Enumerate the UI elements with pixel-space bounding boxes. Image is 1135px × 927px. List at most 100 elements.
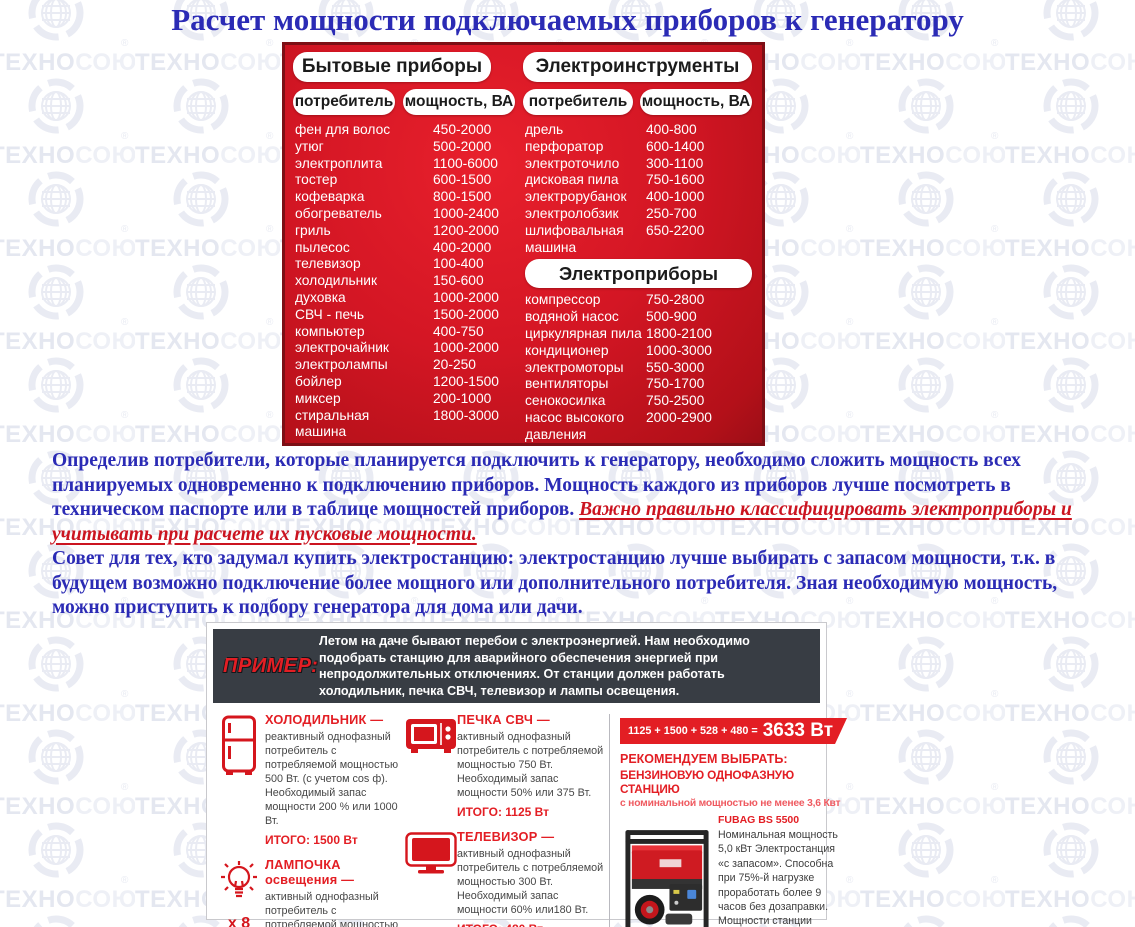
tv-text: ТЕЛЕВИЗОР — активный однофазный потребит… xyxy=(457,829,605,927)
page-title: Расчет мощности подключаемых приборов к … xyxy=(171,2,964,37)
consumer-name: насос высокого давления xyxy=(525,409,624,442)
example-item-tv: ТЕЛЕВИЗОР — активный однофазный потребит… xyxy=(405,829,605,927)
power-table: Бытовые приборы Электроинструменты потре… xyxy=(282,42,765,446)
power-range: 1200-1500 xyxy=(433,373,499,389)
power-range: 1000-3000 xyxy=(646,342,712,358)
table-row: насос высокого давления 2000-2900 xyxy=(525,410,755,444)
item-title: ТЕЛЕВИЗОР — xyxy=(457,829,555,845)
table-row: СВЧ - печь 1500-2000 xyxy=(295,307,527,324)
power-range: 600-1400 xyxy=(646,138,705,154)
item-description: реактивный однофазный потребитель с потр… xyxy=(265,731,399,828)
power-range: 750-1700 xyxy=(646,376,705,392)
table-row: телевизор 100-400 xyxy=(295,256,527,273)
table-row: вентиляторы 750-1700 xyxy=(525,376,755,393)
consumer-name: электрочайник xyxy=(295,340,389,356)
consumer-name: СВЧ - печь xyxy=(295,306,365,322)
example-block: ПРИМЕР: Летом на даче бывают перебои с э… xyxy=(206,622,827,927)
table-row: электроточило 300-1100 xyxy=(525,156,755,173)
table-row: сенокосилка 750-2500 xyxy=(525,393,755,410)
recommendation-line-1: РЕКОМЕНДУЕМ ВЫБРАТЬ: xyxy=(620,752,788,766)
example-intro-text: Летом на даче бывают перебои с электроэн… xyxy=(319,634,750,698)
power-range: 1000-2400 xyxy=(433,205,499,221)
appliances-section-header: Электроприборы xyxy=(525,259,752,289)
item-total: ИТОГО: 480 Вт xyxy=(457,922,605,927)
consumer-name: стиральная машина xyxy=(295,407,370,440)
paragraph-normal-text: Определив потребители, которые планирует… xyxy=(52,450,1021,520)
power-range: 1000-2000 xyxy=(433,289,499,305)
table-row: бойлер 1200-1500 xyxy=(295,374,527,391)
household-consumer-column-header: потребитель xyxy=(293,89,395,115)
power-range: 100-400 xyxy=(433,256,484,272)
consumer-name: циркулярная пила xyxy=(525,325,642,341)
power-range: 400-750 xyxy=(433,323,484,339)
power-range: 750-2500 xyxy=(646,393,705,409)
power-range: 20-250 xyxy=(433,357,476,373)
table-row: обогреватель 1000-2400 xyxy=(295,206,527,223)
item-total: ИТОГО: 1500 Вт xyxy=(265,833,358,848)
consumer-name: гриль xyxy=(295,222,331,238)
fridge-icon-wrap xyxy=(213,712,265,847)
power-range: 600-1500 xyxy=(433,172,492,188)
consumer-name: вентиляторы xyxy=(525,376,609,392)
consumer-name: водяной насос xyxy=(525,309,619,325)
item-title: ПЕЧКА СВЧ — xyxy=(457,712,550,727)
generator-image xyxy=(625,830,709,927)
microwave-text: ПЕЧКА СВЧ — активный однофазный потребит… xyxy=(457,712,605,819)
table-row: компьютер 400-750 xyxy=(295,324,527,341)
power-range: 2000-2900 xyxy=(646,409,712,425)
consumer-name: обогреватель xyxy=(295,205,382,221)
table-row: электролобзик 250-700 xyxy=(525,206,755,223)
consumer-name: фен для волос xyxy=(295,122,391,137)
paragraph-purchase-advice: Совет для тех, кто задумал купить электр… xyxy=(52,548,1058,618)
power-range: 200-1000 xyxy=(433,390,492,406)
table-row: кофеварка 800-1500 xyxy=(295,189,527,206)
power-range: 300-1100 xyxy=(646,155,704,171)
example-result-panel: 1125 + 1500 + 528 + 480 = 3633 Вт РЕКОМЕ… xyxy=(614,712,849,927)
table-row: фен для волос 450-2000 xyxy=(295,122,527,139)
power-range: 800-1500 xyxy=(433,189,492,205)
generator-description: Номинальная мощность 5,0 кВт Электростан… xyxy=(718,829,838,927)
generator-image-wrap xyxy=(620,814,714,927)
item-title: ХОЛОДИЛЬНИК — xyxy=(265,712,384,727)
power-range: 1800-3000 xyxy=(433,407,499,423)
table-row: стиральная машина 1800-3000 xyxy=(295,408,527,442)
table-row: миксер 200-1000 xyxy=(295,391,527,408)
bulb-multiplier: х 8 xyxy=(227,915,251,927)
table-row: электролампы 20-250 xyxy=(295,357,527,374)
tools-rows: дрель 400-800 перфоратор 600-1400 электр… xyxy=(525,122,755,256)
table-row: холодильник 150-600 xyxy=(295,273,527,290)
example-item-fridge: ХОЛОДИЛЬНИК — реактивный однофазный потр… xyxy=(213,712,405,847)
consumer-name: электроплита xyxy=(295,155,383,171)
paragraph-important-note: Важно правильно классифицировать электро… xyxy=(52,499,1072,545)
power-range: 1100-6000 xyxy=(433,155,498,171)
table-row: электроплита 1100-6000 xyxy=(295,156,527,173)
table-row: компрессор 750-2800 xyxy=(525,292,755,309)
consumer-name: сенокосилка xyxy=(525,393,606,409)
item-description: активный однофазный потребитель с потреб… xyxy=(457,848,604,917)
table-row: электрорубанок 400-1000 xyxy=(525,189,755,206)
consumer-name: электроточило xyxy=(525,155,620,171)
sum-total: 3633 Вт xyxy=(762,720,834,741)
example-body: ХОЛОДИЛЬНИК — реактивный однофазный потр… xyxy=(213,703,820,927)
microwave-icon xyxy=(406,719,456,753)
consumer-name: пылесос xyxy=(295,239,350,255)
consumer-name: дрель xyxy=(525,122,564,137)
item-description: активный однофазный потребитель с потреб… xyxy=(457,731,604,800)
power-range: 750-1600 xyxy=(646,172,705,188)
table-row: духовка 1000-2000 xyxy=(295,290,527,307)
example-column-1: ХОЛОДИЛЬНИК — реактивный однофазный потр… xyxy=(213,712,405,927)
table-row: перфоратор 600-1400 xyxy=(525,139,755,156)
power-range: 750-2800 xyxy=(646,292,705,308)
power-range: 500-2000 xyxy=(433,138,492,154)
power-range: 150-600 xyxy=(433,273,484,289)
table-row: шлифовальная машина 650-2200 xyxy=(525,223,755,257)
power-range: 450-2000 xyxy=(433,122,492,137)
recommendation-line-3: с номинальной мощностью не менее 3,6 Квт xyxy=(620,798,841,809)
tv-icon xyxy=(405,832,457,874)
vertical-divider xyxy=(609,714,610,927)
tv-icon-wrap xyxy=(405,829,457,927)
consumer-name: кофеварка xyxy=(295,189,365,205)
tools-and-appliances-column: дрель 400-800 перфоратор 600-1400 электр… xyxy=(525,122,755,444)
consumer-name: бойлер xyxy=(295,373,342,389)
